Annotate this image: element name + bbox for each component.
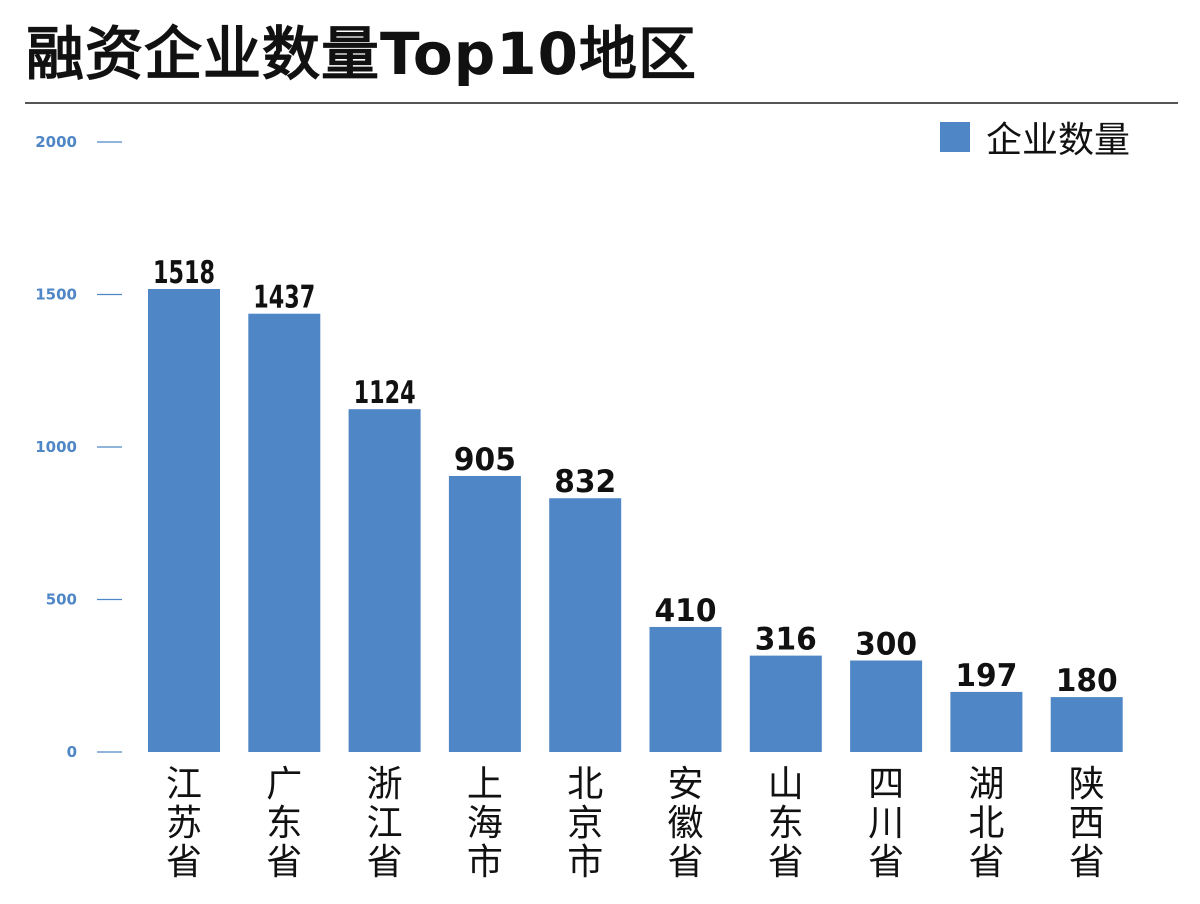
x-tick-label: 四川省	[868, 764, 904, 883]
data-label: 180	[1056, 663, 1118, 699]
chart-title: 融资企业数量Top10地区	[26, 20, 697, 88]
bar	[649, 626, 722, 752]
y-tick-label: 2000	[35, 133, 77, 151]
x-tick-label: 湖北省	[968, 764, 1004, 883]
data-label: 410	[655, 593, 717, 629]
x-tick-label: 安徽省	[667, 764, 703, 883]
x-tick-label: 山东省	[768, 764, 804, 883]
bar	[549, 498, 622, 752]
bar	[950, 691, 1023, 752]
bar	[1050, 697, 1123, 752]
x-tick-label: 广东省	[266, 764, 302, 883]
x-tick-label: 江苏省	[166, 764, 202, 883]
data-labels: 1518 1437 1124 905 832 410 316 300 197 180	[153, 255, 1118, 699]
data-label: 905	[454, 442, 516, 478]
bar	[248, 313, 321, 752]
y-tick-label: 1000	[35, 438, 77, 456]
data-label: 197	[955, 658, 1017, 694]
x-axis-labels: 江苏省 广东省 浙江省 上海市 北京市 安徽省 山东省 四川省 湖北省 陕西省	[166, 764, 1105, 883]
y-tick-label: 0	[67, 743, 77, 761]
x-tick-label: 浙江省	[367, 764, 403, 883]
data-label: 316	[755, 622, 817, 658]
legend-label: 企业数量	[986, 120, 1131, 161]
data-label: 1437	[253, 280, 315, 316]
x-tick-label: 北京市	[567, 764, 603, 883]
legend-swatch	[940, 122, 970, 152]
y-tick-label: 1500	[35, 286, 77, 304]
data-label: 1518	[153, 255, 215, 291]
x-tick-label: 陕西省	[1069, 764, 1105, 883]
bar	[448, 475, 521, 752]
legend: 企业数量	[940, 112, 1130, 162]
title-divider	[25, 102, 1178, 104]
y-tick-label: 500	[46, 591, 77, 609]
bar	[850, 660, 923, 752]
y-axis: 0 500 1000 1500 2000	[35, 133, 122, 761]
data-label: 300	[855, 627, 917, 663]
data-label: 1124	[354, 375, 416, 411]
bars	[148, 289, 1123, 752]
bar	[348, 409, 421, 752]
data-label: 832	[554, 464, 616, 500]
x-tick-label: 上海市	[467, 764, 503, 883]
bar	[749, 655, 822, 752]
bar	[148, 289, 220, 752]
